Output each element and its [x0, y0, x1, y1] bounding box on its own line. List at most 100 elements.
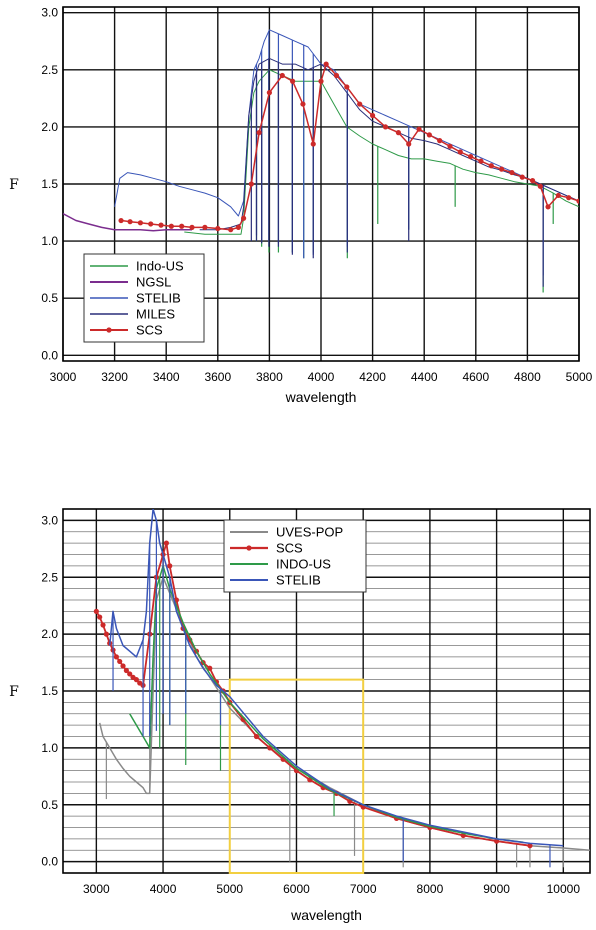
plot-area [63, 29, 579, 293]
data-point [266, 90, 272, 96]
data-point [103, 631, 109, 637]
data-point [509, 169, 515, 176]
x-tick-label: 3200 [101, 370, 128, 384]
data-point [576, 198, 579, 204]
y-tick-label: 0.5 [41, 798, 58, 812]
data-point [202, 224, 208, 230]
x-tick-label: 4400 [411, 370, 438, 384]
y-tick-label: 0.0 [41, 348, 58, 362]
data-point [529, 177, 536, 184]
x-tick-label: 4000 [308, 370, 335, 384]
y-tick-label: 2.0 [41, 627, 58, 641]
series-line-stelib [114, 29, 579, 217]
x-tick-label: 3800 [256, 370, 283, 384]
data-point [437, 138, 443, 144]
x-tick-label: 7000 [350, 882, 377, 896]
data-point [167, 563, 173, 569]
data-point [290, 78, 296, 84]
data-point [117, 658, 123, 665]
x-tick-label: 3400 [153, 370, 180, 384]
data-point [133, 677, 139, 683]
data-point [468, 153, 474, 160]
x-tick-label: 4000 [150, 882, 177, 896]
data-point [235, 224, 242, 230]
legend-label: Indo-US [136, 259, 184, 274]
y-tick-label: 0.0 [41, 855, 58, 869]
data-point [447, 143, 453, 149]
y-tick-label: 0.5 [41, 291, 58, 305]
data-point [406, 141, 412, 147]
data-point [228, 227, 234, 233]
data-point [566, 195, 572, 201]
data-point [127, 671, 133, 677]
data-point [207, 665, 213, 671]
data-point [118, 217, 124, 224]
y-tick-label: 1.0 [41, 234, 58, 248]
x-tick-label: 3000 [50, 370, 77, 384]
legend-label: SCS [136, 323, 163, 338]
y-tick-label: 2.5 [41, 63, 58, 77]
data-point [370, 112, 376, 119]
y-tick-label: 2.5 [41, 570, 58, 584]
y-axis-label: F [9, 177, 19, 193]
data-point [215, 225, 221, 232]
x-tick-label: 3600 [204, 370, 231, 384]
y-tick-label: 1.0 [41, 741, 58, 755]
x-axis-label: wavelength [290, 907, 362, 923]
data-point [137, 220, 143, 226]
data-point [488, 163, 494, 169]
data-point [148, 221, 154, 227]
series-line-indo-us [129, 565, 524, 844]
data-point [300, 101, 306, 107]
data-point [478, 158, 484, 164]
data-point [537, 183, 543, 189]
data-point [253, 733, 260, 740]
x-tick-label: 5000 [216, 882, 243, 896]
data-point [318, 78, 324, 84]
data-point [279, 72, 285, 79]
legend-label: MILES [136, 307, 175, 322]
x-tick-label: 4800 [514, 370, 541, 384]
data-point [93, 608, 99, 614]
data-point [344, 84, 350, 90]
legend-label: SCS [276, 541, 303, 556]
x-tick-label: 4600 [462, 370, 489, 384]
data-point [545, 204, 551, 210]
data-point [127, 219, 133, 225]
legend-label: INDO-US [276, 557, 331, 572]
data-point [519, 174, 525, 180]
data-point [179, 223, 185, 229]
data-point [310, 141, 316, 147]
data-point [123, 667, 129, 674]
data-point [168, 223, 174, 229]
data-point [555, 192, 561, 199]
x-axis-label: wavelength [285, 389, 357, 405]
legend-label: STELIB [276, 573, 321, 588]
y-tick-label: 3.0 [41, 6, 58, 20]
legend-label: NGSL [136, 275, 171, 290]
data-point [382, 124, 389, 130]
data-point [248, 181, 254, 187]
x-tick-label: 5000 [566, 370, 593, 384]
data-point [457, 149, 463, 155]
data-point [416, 126, 422, 132]
series-line-scs [121, 63, 579, 231]
data-point [120, 663, 126, 669]
legend-marker [106, 327, 112, 333]
series-line-indo-us [184, 69, 579, 235]
data-point [357, 101, 363, 107]
x-tick-label: 6000 [283, 882, 310, 896]
plot-area [93, 509, 590, 868]
legend-label: UVES-POP [276, 525, 343, 540]
data-point [256, 130, 262, 136]
x-tick-label: 10000 [547, 882, 581, 896]
data-point [158, 222, 164, 228]
data-point [163, 540, 169, 546]
data-point [395, 130, 401, 136]
y-tick-label: 1.5 [41, 177, 58, 191]
data-point [333, 72, 340, 79]
series-line-stelib [108, 509, 564, 847]
legend-marker [246, 545, 252, 551]
series-line-ngsl [63, 213, 192, 232]
data-point [189, 224, 195, 230]
